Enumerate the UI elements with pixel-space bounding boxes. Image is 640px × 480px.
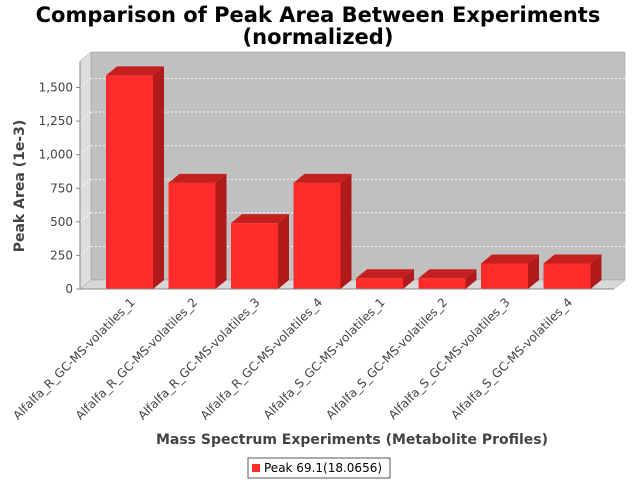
bar-side-face (340, 173, 352, 289)
legend: Peak 69.1(18.0656) (247, 457, 391, 479)
bar-front-face (293, 182, 341, 289)
y-tick-label: 250 (50, 248, 73, 262)
y-axis-title: Peak Area (1e-3) (12, 120, 28, 253)
legend-swatch (252, 464, 260, 472)
bar-top-face (168, 173, 227, 183)
bar (418, 269, 477, 289)
bar (231, 214, 289, 289)
y-tick-label: 500 (50, 215, 73, 229)
x-tick-label: Alfalfa_S_GC-MS-volatiles_4 (448, 295, 575, 422)
bar (481, 254, 539, 289)
x-tick-label: Alfalfa_S_GC-MS-volatiles_2 (323, 295, 450, 422)
bar-front-face (543, 263, 591, 289)
bar-front-face (231, 223, 278, 289)
x-tick-label: Alfalfa_R_GC-MS-volatiles_1 (10, 295, 137, 422)
y-tick-label: 0 (65, 282, 73, 296)
x-tick-label: Alfalfa_R_GC-MS-volatiles_3 (135, 295, 262, 422)
bar-top-face (106, 66, 164, 76)
legend-label: Peak 69.1(18.0656) (264, 461, 382, 475)
bar (293, 173, 352, 289)
x-tick-label: Alfalfa_S_GC-MS-volatiles_3 (386, 295, 513, 422)
bar-side-face (153, 66, 164, 289)
legend-box (247, 457, 391, 479)
bar-front-face (356, 278, 403, 289)
bar-top-face (231, 214, 289, 224)
bars-group (106, 66, 602, 289)
bar-side-face (465, 269, 477, 289)
bar-front-face (168, 182, 216, 289)
x-tick-label: Alfalfa_R_GC-MS-volatiles_4 (198, 295, 325, 422)
chart-title-line-2: (normalized) (243, 25, 394, 49)
chart-title-line-1: Comparison of Peak Area Between Experime… (36, 3, 601, 27)
bar (106, 66, 164, 289)
plot-side-wall (79, 51, 92, 290)
y-tick-label: 1,000 (39, 148, 73, 162)
bar-front-face (418, 278, 466, 289)
y-tick-label: 1,500 (39, 81, 73, 95)
x-tick-label: Alfalfa_R_GC-MS-volatiles_2 (73, 295, 200, 422)
bar-side-face (278, 214, 289, 289)
y-tick-label: 750 (50, 181, 73, 195)
y-axis: 0 250 500 750 1,000 1,250 1,500 (39, 61, 81, 296)
bar-front-face (106, 75, 153, 289)
bar-side-face (215, 173, 227, 289)
bar-top-face (543, 254, 602, 264)
bar (543, 254, 602, 289)
x-axis: Alfalfa_R_GC-MS-volatiles_1Alfalfa_R_GC-… (10, 288, 614, 423)
bar-top-face (356, 269, 414, 279)
bar (168, 173, 227, 289)
x-tick-label: Alfalfa_S_GC-MS-volatiles_1 (261, 295, 388, 422)
bar-front-face (481, 263, 528, 289)
bar-top-face (418, 269, 477, 279)
bar-side-face (590, 254, 602, 289)
bar-side-face (528, 254, 539, 289)
y-tick-label: 1,250 (39, 114, 73, 128)
bar-side-face (403, 269, 414, 289)
x-axis-title: Mass Spectrum Experiments (Metabolite Pr… (156, 432, 548, 448)
plot-area (79, 51, 626, 290)
bar-top-face (481, 254, 539, 264)
bar-top-face (293, 173, 352, 183)
bar (356, 269, 414, 289)
